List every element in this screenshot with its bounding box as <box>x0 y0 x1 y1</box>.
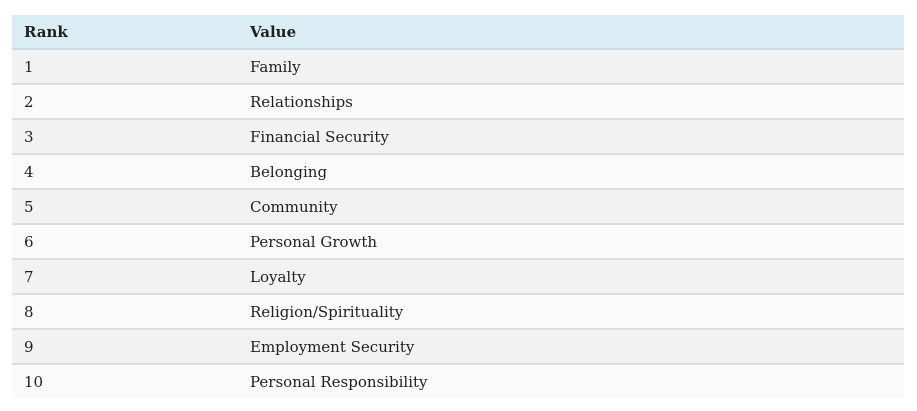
value-cell: Loyalty <box>238 259 904 295</box>
rank-cell: 2 <box>12 84 238 120</box>
rank-cell: 3 <box>12 119 238 155</box>
value-cell: Belonging <box>238 154 904 190</box>
table-row: 7 Loyalty <box>12 259 904 295</box>
value-cell: Personal Growth <box>238 224 904 260</box>
rank-cell: 1 <box>12 49 238 85</box>
value-cell: Employment Security <box>238 329 904 365</box>
value-cell: Family <box>238 49 904 85</box>
table-row: 8 Religion/Spirituality <box>12 294 904 330</box>
rank-cell: 5 <box>12 189 238 225</box>
table-row: 2 Relationships <box>12 84 904 120</box>
value-cell: Community <box>238 189 904 225</box>
table-row: 1 Family <box>12 49 904 85</box>
value-cell: Financial Security <box>238 119 904 155</box>
rank-cell: 4 <box>12 154 238 190</box>
header-row: Rank Value <box>12 15 904 50</box>
table-row: 10 Personal Responsibility <box>12 364 904 398</box>
table-row: 4 Belonging <box>12 154 904 190</box>
value-cell: Relationships <box>238 84 904 120</box>
header-rank: Rank <box>12 15 238 50</box>
values-ranking-table: Rank Value 1 Family 2 Relationships 3 Fi… <box>12 15 904 398</box>
table-row: 3 Financial Security <box>12 119 904 155</box>
values-table-container: Rank Value 1 Family 2 Relationships 3 Fi… <box>12 15 904 398</box>
value-cell: Religion/Spirituality <box>238 294 904 330</box>
table-body: 1 Family 2 Relationships 3 Financial Sec… <box>12 49 904 398</box>
table-row: 9 Employment Security <box>12 329 904 365</box>
rank-cell: 7 <box>12 259 238 295</box>
header-value: Value <box>238 15 904 50</box>
rank-cell: 9 <box>12 329 238 365</box>
value-cell: Personal Responsibility <box>238 364 904 398</box>
table-row: 6 Personal Growth <box>12 224 904 260</box>
rank-cell: 8 <box>12 294 238 330</box>
rank-cell: 10 <box>12 364 238 398</box>
table-row: 5 Community <box>12 189 904 225</box>
table-header: Rank Value <box>12 15 904 50</box>
rank-cell: 6 <box>12 224 238 260</box>
